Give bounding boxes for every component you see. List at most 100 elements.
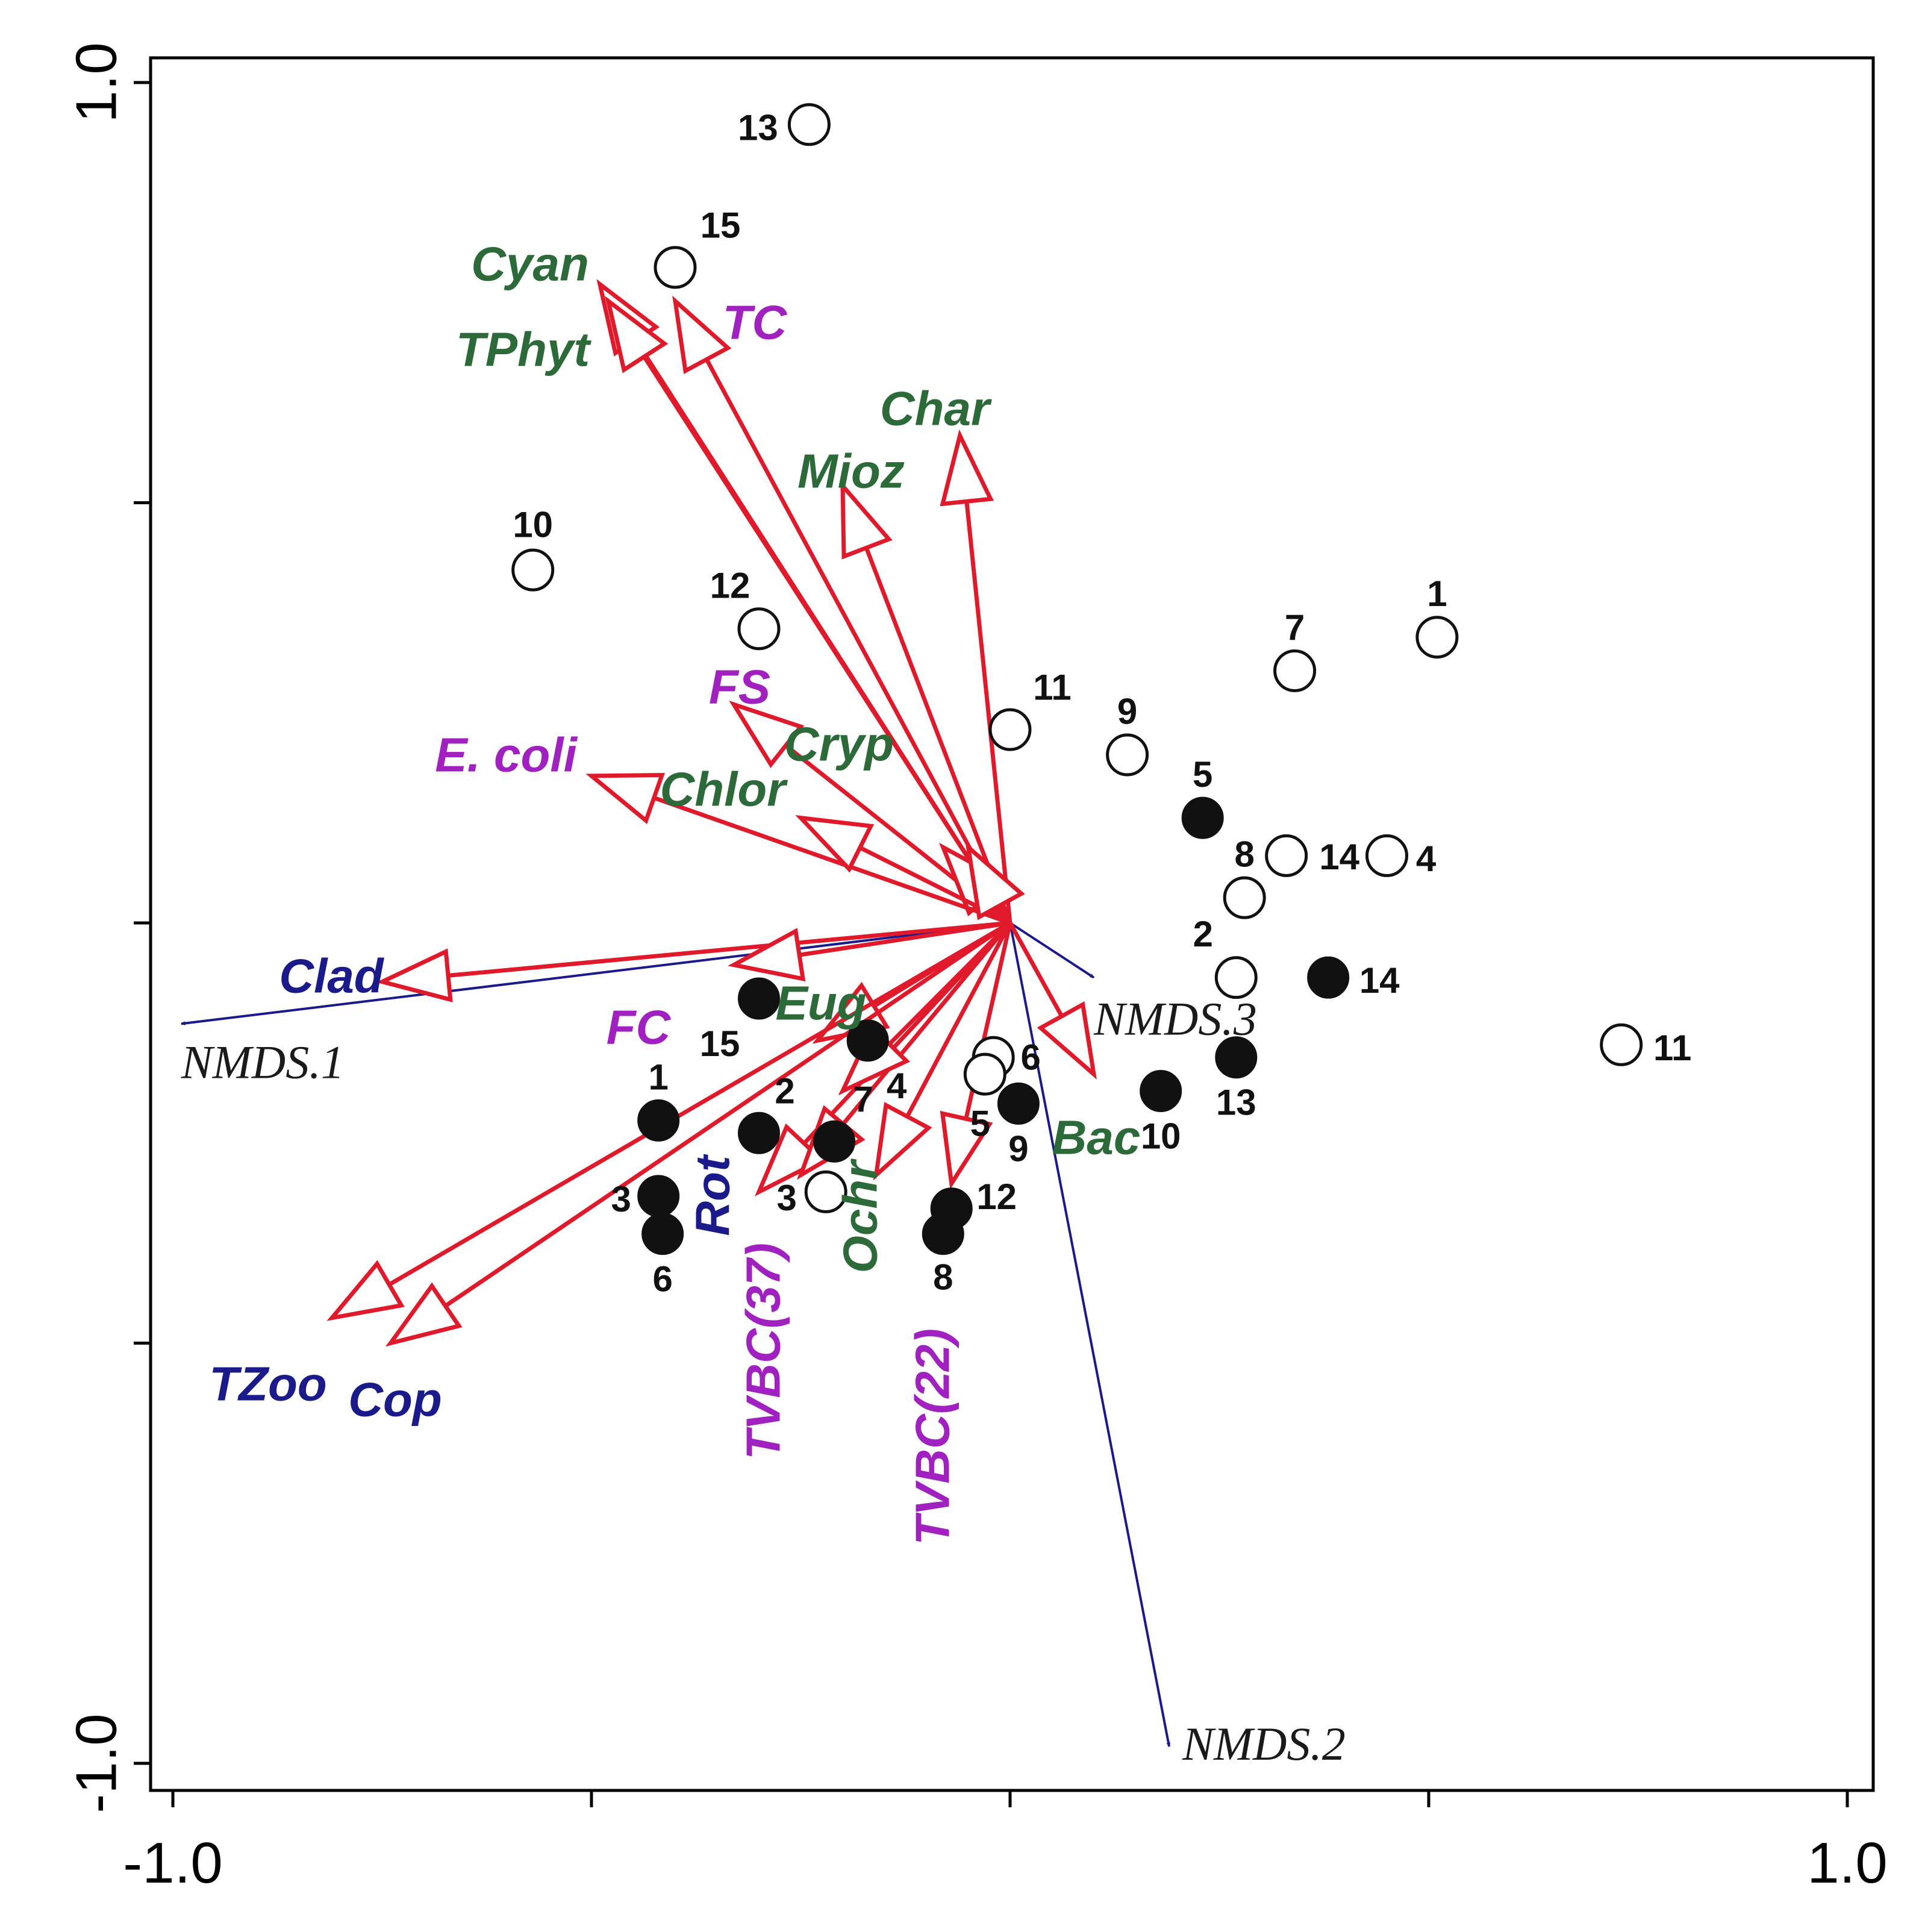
- vector-shaft: [998, 903, 1012, 925]
- vector-arrowhead: [729, 700, 805, 768]
- site-label-open: 5: [970, 1104, 990, 1144]
- vector-shaft: [905, 921, 1012, 1119]
- vector-label: Cyan: [471, 237, 589, 291]
- vector-arrowhead: [605, 296, 669, 374]
- vector-label: Cryp: [784, 717, 894, 771]
- vector-arrowhead: [376, 948, 453, 1002]
- nmds-axis-label: NMDS.3: [1093, 993, 1257, 1045]
- site-point-filled: [1307, 956, 1350, 999]
- x-tick-label: -1.0: [123, 1831, 222, 1895]
- vector-label: Bac: [1052, 1111, 1141, 1165]
- site-point-filled: [1181, 796, 1224, 839]
- site-point-open: [737, 607, 781, 651]
- vector-shaft: [841, 921, 1012, 1127]
- site-point-open: [1600, 1023, 1643, 1066]
- site-label-filled: 1: [649, 1057, 669, 1097]
- vector-shaft: [446, 921, 1012, 978]
- site-point-open: [1415, 616, 1459, 659]
- site-point-open: [804, 1170, 847, 1213]
- vector-label: TPhyt: [456, 323, 592, 377]
- site-point-open: [787, 103, 831, 146]
- site-label-open: 9: [1117, 692, 1137, 732]
- vector-arrowhead: [873, 1102, 932, 1181]
- vector-label: Chlor: [660, 763, 788, 816]
- vector-arrowhead: [940, 1110, 993, 1190]
- vector-shaft: [704, 357, 1012, 925]
- vector-label: TVBC(37): [737, 1243, 790, 1460]
- site-points: [511, 103, 1643, 1255]
- vector-arrowhead: [965, 842, 1025, 921]
- vector-shaft: [642, 354, 1012, 925]
- y-tick-label: 1.0: [64, 42, 129, 122]
- vector-arrowhead: [728, 928, 806, 982]
- site-point-filled: [637, 1175, 680, 1218]
- site-point-filled: [738, 977, 780, 1020]
- site-label-open: 10: [513, 505, 553, 545]
- site-label-filled: 15: [700, 1024, 740, 1064]
- vector-label: FS: [709, 660, 770, 714]
- vector-label: Eug: [775, 977, 866, 1030]
- site-point-filled: [813, 1120, 856, 1163]
- site-point-open: [963, 1052, 1006, 1096]
- site-label-open: 6: [1021, 1037, 1041, 1078]
- vector-arrowhead: [755, 1123, 826, 1196]
- site-point-filled: [846, 1019, 889, 1062]
- site-label-filled: 14: [1359, 960, 1400, 1001]
- vector-arrowhead: [795, 815, 875, 873]
- vector-label: Ochr: [834, 1158, 887, 1274]
- site-label-open: 8: [1235, 834, 1255, 875]
- labels: NMDS.1 NMDS.2 NMDS.3 Cyan TPhyt TC Char Mioz FS C…: [181, 107, 1692, 1770]
- site-label-open: 1: [1427, 574, 1447, 614]
- site-point-filled: [637, 1099, 680, 1142]
- x-tick-label: 1.0: [1807, 1831, 1887, 1895]
- site-point-open: [1265, 834, 1308, 877]
- vector-label: Rot: [686, 1154, 740, 1236]
- vector-arrowhead: [385, 1282, 463, 1347]
- site-point-filled: [738, 1111, 780, 1154]
- site-point-open: [1365, 834, 1408, 877]
- site-label-filled: 9: [1008, 1128, 1028, 1169]
- vector-arrowhead: [840, 480, 893, 560]
- site-label-filled: 6: [652, 1259, 672, 1299]
- vector-shaft: [443, 921, 1012, 1308]
- site-label-open: 7: [1285, 607, 1305, 648]
- site-label-filled: 10: [1141, 1116, 1181, 1157]
- vector-shaft: [797, 921, 1012, 957]
- vector-shaft: [887, 921, 1012, 1046]
- vector-shaft: [652, 795, 1012, 925]
- site-label-open: 3: [777, 1178, 797, 1218]
- site-label-filled: 5: [1193, 754, 1212, 795]
- vector-arrowhead: [585, 773, 665, 824]
- nmds-axis-label: NMDS.1: [181, 1036, 345, 1088]
- site-point-filled: [997, 1082, 1040, 1125]
- y-tick-label: -1.0: [64, 1713, 129, 1813]
- site-label-open: 14: [1319, 837, 1359, 877]
- site-label-filled: 2: [775, 1071, 794, 1111]
- site-label-filled: 13: [1216, 1083, 1256, 1123]
- site-point-filled: [922, 1213, 964, 1255]
- nmds-axis-arrow: [181, 922, 1011, 1026]
- site-label-filled: 12: [976, 1177, 1017, 1217]
- nmds-axes: [181, 922, 1171, 1747]
- site-label-filled: 7: [853, 1079, 873, 1119]
- site-point-open: [1106, 733, 1149, 777]
- vector-label: TZoo: [209, 1357, 326, 1411]
- site-label-open: 4: [1416, 839, 1437, 879]
- vector-label: Cop: [348, 1373, 442, 1427]
- nmds-axis-arrow: [1009, 922, 1171, 1747]
- site-point-filled: [1140, 1070, 1182, 1112]
- axes: -1.0 1.0 1.0 -1.0: [64, 42, 1888, 1895]
- site-label-open: 13: [738, 107, 778, 148]
- vector-label: FC: [607, 1001, 672, 1054]
- nmds-axis-arrow: [1009, 922, 1095, 979]
- site-point-open: [1214, 956, 1258, 999]
- site-point-filled: [1215, 1036, 1258, 1079]
- site-label-filled: 4: [887, 1066, 907, 1106]
- vector-shaft: [964, 499, 1012, 925]
- vector-arrowhead: [940, 429, 994, 507]
- site-label-open: 11: [1033, 667, 1071, 708]
- vector-label: TC: [723, 296, 788, 349]
- vector-arrowhead: [1037, 1001, 1097, 1080]
- site-label-open: 2: [1193, 914, 1213, 954]
